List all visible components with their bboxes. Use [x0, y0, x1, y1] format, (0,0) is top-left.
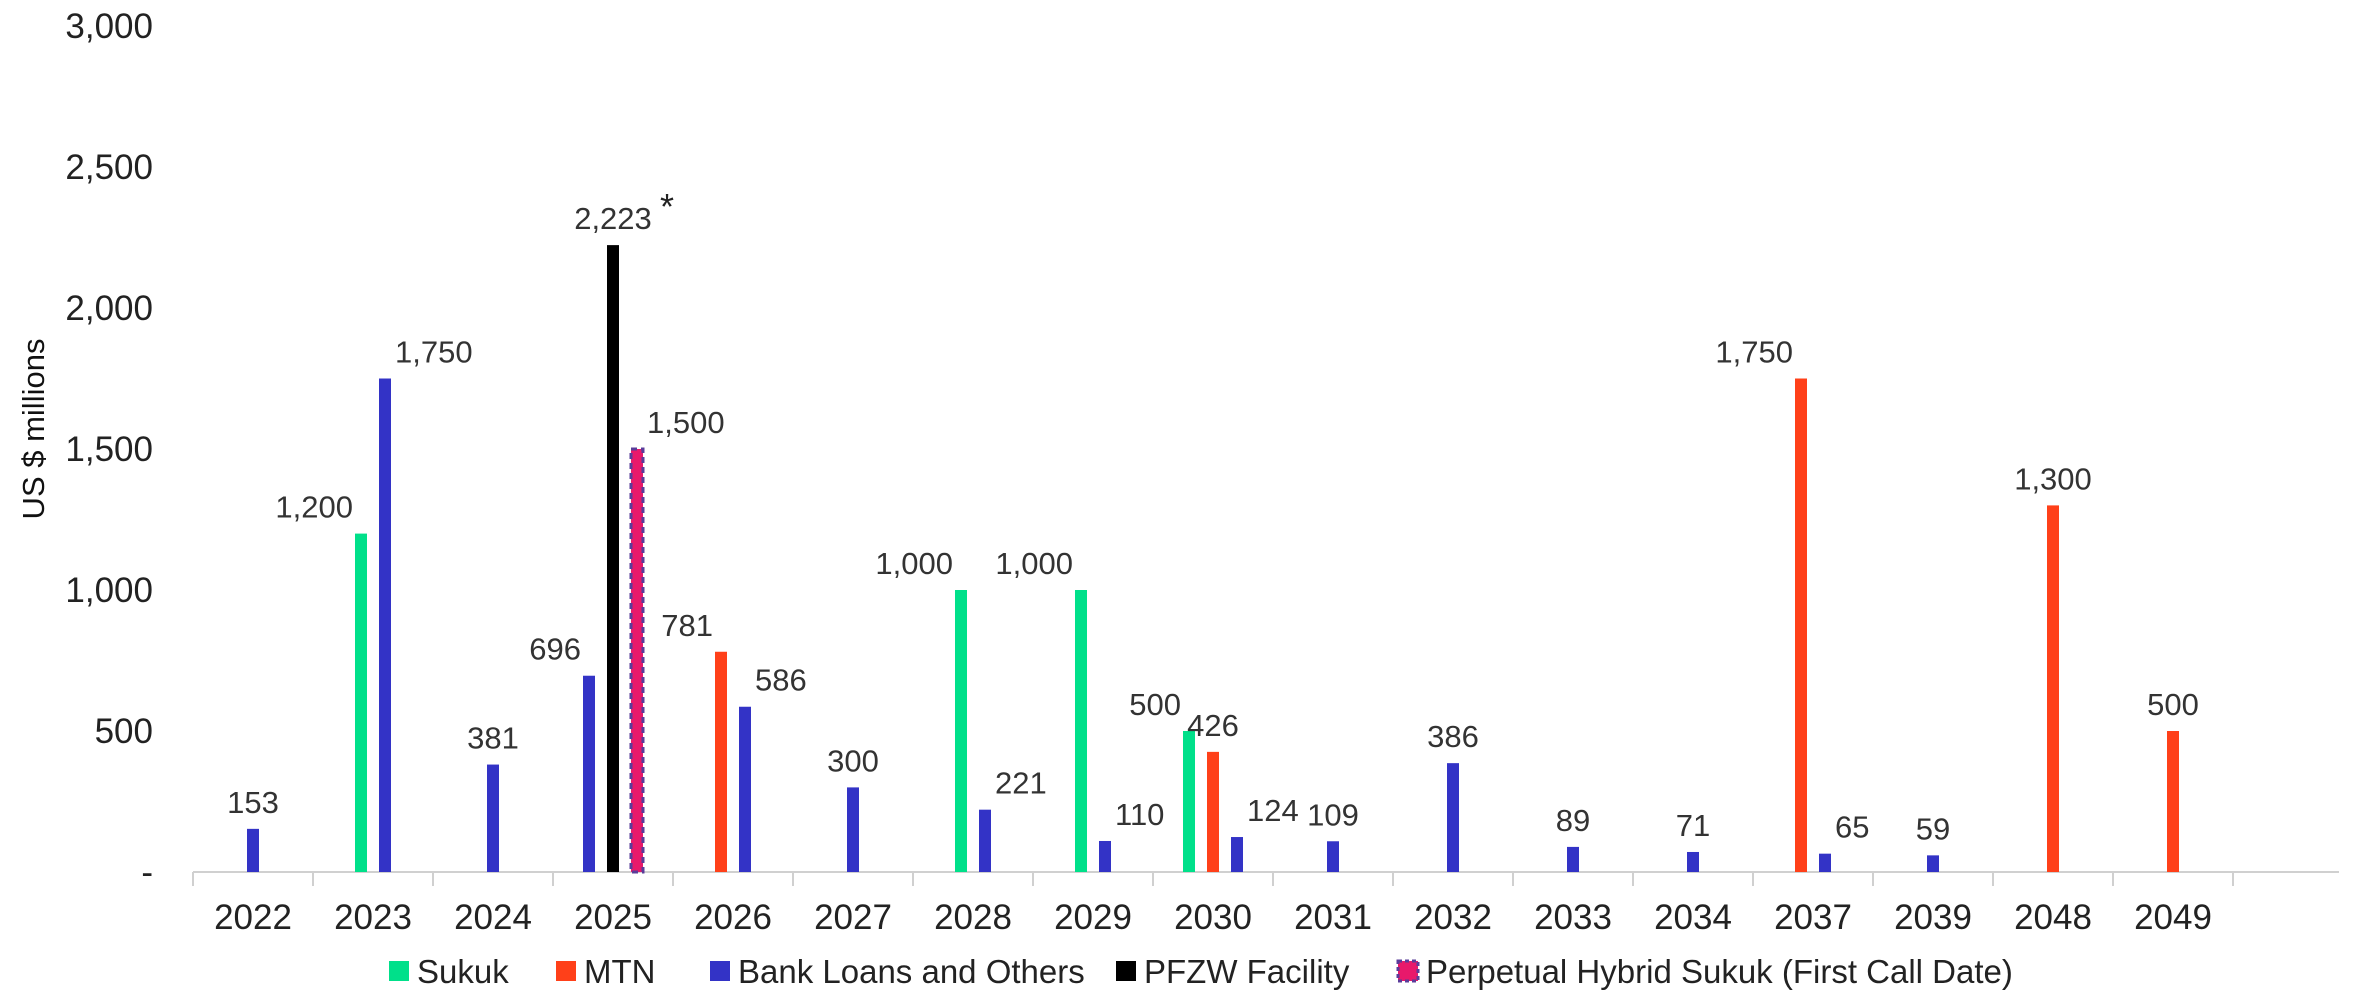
- series-sukuk: 1,200 1,000 1,000 500: [275, 490, 1195, 872]
- data-label: 696: [529, 632, 581, 667]
- data-label: 221: [995, 766, 1047, 801]
- bar: [1795, 378, 1807, 872]
- bar: [1075, 590, 1087, 872]
- y-tick-label: -: [141, 853, 153, 892]
- x-tick-label: 2024: [454, 898, 532, 937]
- data-label: 89: [1556, 803, 1590, 838]
- bar: [607, 245, 619, 872]
- bar: [355, 533, 367, 872]
- bar: [2047, 505, 2059, 872]
- bar: [715, 651, 727, 872]
- bar: [379, 378, 391, 872]
- x-tick-label: 2034: [1654, 898, 1732, 937]
- bar: [955, 590, 967, 872]
- x-tick-label: 2037: [1774, 898, 1852, 937]
- bar: [1687, 851, 1699, 872]
- data-label: 1,200: [275, 490, 353, 525]
- y-tick-label: 1,500: [65, 430, 153, 469]
- series-bank-loans-and-others: 153 1,750 381 696 586 300 221 110 124 109 386 89 71 6…: [227, 335, 1950, 872]
- x-tick-label: 2030: [1174, 898, 1252, 937]
- bar: [739, 706, 751, 872]
- data-label: 1,750: [1715, 335, 1793, 370]
- legend-label: PFZW Facility: [1144, 953, 1350, 990]
- data-label: 1,750: [395, 335, 473, 370]
- bar: [979, 809, 991, 872]
- x-tick-label: 2026: [694, 898, 772, 937]
- data-label: 586: [755, 663, 807, 698]
- legend-swatch: [1396, 959, 1420, 983]
- bar: [487, 764, 499, 872]
- y-tick-label: 2,500: [65, 148, 153, 187]
- data-label: 300: [827, 743, 879, 778]
- bar: [1327, 841, 1339, 872]
- legend-swatch: [389, 961, 409, 981]
- x-tick-label: 2031: [1294, 898, 1372, 937]
- x-tick-label: 2028: [934, 898, 1012, 937]
- data-label: 1,300: [2014, 461, 2092, 496]
- series-perpetual-hybrid-sukuk-first-call-date-: 1,500: [629, 405, 725, 874]
- x-tick-label: 2048: [2014, 898, 2092, 937]
- x-tick-label: 2025: [574, 898, 652, 937]
- data-label: 2,223: [574, 201, 652, 236]
- data-label: 59: [1916, 811, 1950, 846]
- data-label: 500: [1129, 687, 1181, 722]
- data-label: 781: [661, 608, 713, 643]
- data-label: 386: [1427, 719, 1479, 754]
- legend-label: MTN: [584, 953, 655, 990]
- data-label: 1,500: [647, 405, 725, 440]
- bar: [1927, 855, 1939, 872]
- y-tick-label: 1,000: [65, 571, 153, 610]
- x-tick-label: 2049: [2134, 898, 2212, 937]
- legend-swatch: [710, 961, 730, 981]
- legend-label: Bank Loans and Others: [738, 953, 1085, 990]
- series-pfzw-facility: 2,223 *: [574, 186, 674, 872]
- data-label: 426: [1187, 708, 1239, 743]
- data-label: 1,000: [875, 546, 953, 581]
- bar: [847, 787, 859, 872]
- x-tick-label: 2023: [334, 898, 412, 937]
- legend: Sukuk MTN Bank Loans and Others PFZW Facili…: [389, 953, 2013, 990]
- data-label: 153: [227, 785, 279, 820]
- bar: [1567, 846, 1579, 872]
- legend-swatch: [556, 961, 576, 981]
- data-label: 124: [1247, 793, 1299, 828]
- y-tick-label: 500: [95, 712, 153, 751]
- legend-swatch: [1116, 961, 1136, 981]
- bar: [1207, 751, 1219, 872]
- annotation-asterisk: *: [660, 186, 674, 227]
- x-tick-label: 2022: [214, 898, 292, 937]
- y-tick-label: 2,000: [65, 289, 153, 328]
- data-label: 1,000: [995, 546, 1073, 581]
- data-label: 71: [1676, 808, 1710, 843]
- legend-label: Sukuk: [417, 953, 509, 990]
- bar: [583, 675, 595, 872]
- data-label: 500: [2147, 687, 2199, 722]
- x-tick-label: 2029: [1054, 898, 1132, 937]
- bar: [1231, 837, 1243, 872]
- x-tick-label: 2027: [814, 898, 892, 937]
- bar: [1447, 763, 1459, 872]
- y-tick-label: 3,000: [65, 7, 153, 46]
- y-axis-title: US $ millions: [16, 339, 51, 520]
- series-mtn: 781 426 1,750 1,300 500: [661, 335, 2199, 872]
- x-tick-label: 2039: [1894, 898, 1972, 937]
- bar: [1819, 853, 1831, 872]
- bar: [2167, 731, 2179, 872]
- bar: [1099, 840, 1111, 872]
- data-label: 381: [467, 721, 519, 756]
- data-label: 65: [1835, 810, 1869, 845]
- data-label: 110: [1115, 797, 1164, 832]
- x-tick-label: 2032: [1414, 898, 1492, 937]
- data-label: 109: [1307, 797, 1359, 832]
- bar: [629, 447, 645, 874]
- bar: [247, 828, 259, 872]
- legend-label: Perpetual Hybrid Sukuk (First Call Date): [1426, 953, 2013, 990]
- x-tick-label: 2033: [1534, 898, 1612, 937]
- bar: [1183, 731, 1195, 872]
